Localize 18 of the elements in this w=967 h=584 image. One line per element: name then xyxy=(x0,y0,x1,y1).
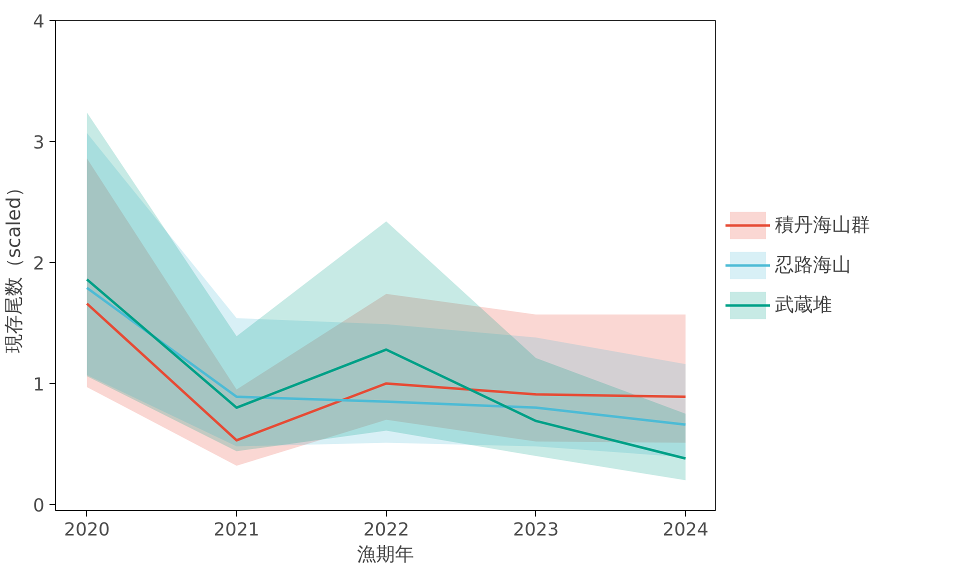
y-axis-title: 現存尾数（scaled） xyxy=(3,178,26,354)
legend-label: 武蔵堆 xyxy=(775,293,832,318)
line-series xyxy=(86,286,687,426)
x-tick-label: 2020 xyxy=(64,520,110,540)
legend-label: 積丹海山群 xyxy=(775,213,870,238)
legend-label: 忍路海山 xyxy=(775,253,851,278)
line-series xyxy=(86,302,687,442)
x-tick-label: 2023 xyxy=(513,520,559,540)
y-tick-label: 4 xyxy=(33,12,44,32)
y-tick-label: 2 xyxy=(33,253,44,274)
x-tick-label: 2022 xyxy=(363,520,410,540)
x-tick-label: 2021 xyxy=(214,520,260,540)
y-tick-label: 0 xyxy=(33,495,44,516)
y-tick-label: 3 xyxy=(33,132,44,154)
x-axis-title: 漁期年 xyxy=(357,544,414,566)
line-series xyxy=(86,278,687,460)
x-tick-label: 2024 xyxy=(662,520,708,540)
y-tick-label: 1 xyxy=(33,374,44,396)
